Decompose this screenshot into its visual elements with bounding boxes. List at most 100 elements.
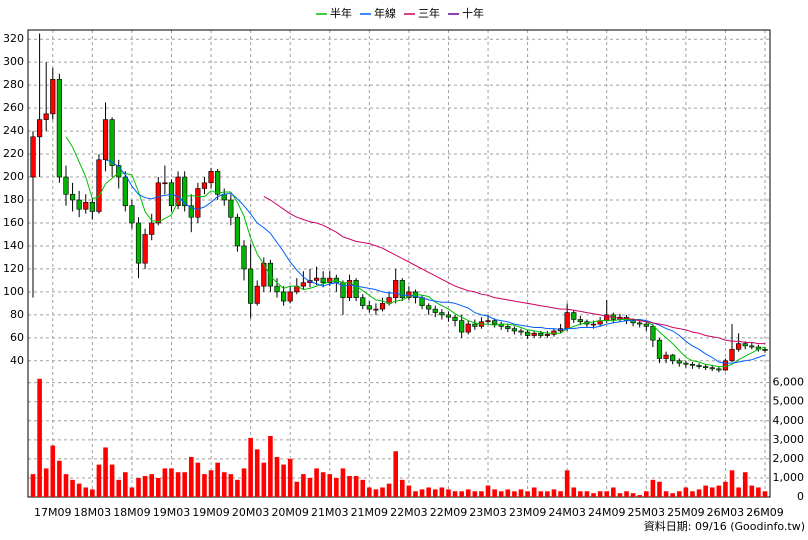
candle-body xyxy=(459,320,465,333)
volume-bar xyxy=(465,489,471,497)
candle-body xyxy=(452,316,458,321)
volume-bar xyxy=(360,479,366,497)
candle-body xyxy=(492,320,498,325)
plot-frame xyxy=(27,29,771,498)
candle-body xyxy=(241,245,247,270)
volume-bar xyxy=(709,487,715,497)
candle-body xyxy=(30,136,36,178)
y-tick-label: 120 xyxy=(3,262,24,275)
candle-body xyxy=(248,268,254,304)
x-tick-label: 23M03 xyxy=(469,506,507,519)
volume-bar xyxy=(175,472,181,497)
volume-bar xyxy=(129,487,135,497)
volume-bar xyxy=(149,474,155,497)
volume-bar xyxy=(228,474,234,497)
volume-bar xyxy=(320,472,326,497)
x-tick-label: 24M03 xyxy=(548,506,586,519)
volume-bar xyxy=(525,491,530,497)
volume-bar xyxy=(459,491,464,497)
legend-label: 三年 xyxy=(418,6,440,20)
candle-body xyxy=(524,331,531,336)
candle-body xyxy=(742,343,748,347)
y-tick-label: 60 xyxy=(10,331,24,344)
volume-bar xyxy=(426,487,431,497)
volume-bar xyxy=(169,468,174,497)
candle-body xyxy=(366,305,372,310)
volume-bar xyxy=(307,477,313,497)
candle-body xyxy=(709,367,715,370)
x-tick-label: 20M09 xyxy=(271,506,309,519)
volume-tick-label: 3,000 xyxy=(773,433,805,446)
volume-bar xyxy=(492,489,497,497)
volume-bar xyxy=(637,495,643,497)
candle-body xyxy=(228,199,234,218)
volume-bar xyxy=(756,487,761,497)
volume-bar xyxy=(413,491,418,497)
x-tick-label: 24M09 xyxy=(588,506,626,519)
volume-bar xyxy=(505,489,511,497)
volume-bar xyxy=(762,491,768,497)
y-tick-label: 300 xyxy=(3,55,24,68)
volume-tick-label: 4,000 xyxy=(773,414,805,427)
y-tick-label: 280 xyxy=(3,78,24,91)
candle-body xyxy=(109,119,115,166)
volume-bar xyxy=(736,487,741,497)
volume-bar xyxy=(696,489,702,497)
y-tick-label: 40 xyxy=(10,354,24,367)
candle-body xyxy=(749,345,755,348)
volume-bar xyxy=(419,489,425,497)
volume-bar xyxy=(393,451,399,497)
candle-body xyxy=(201,182,208,189)
candle-body xyxy=(182,176,188,207)
candle-body xyxy=(274,285,280,293)
candle-body xyxy=(215,170,221,195)
candle-body xyxy=(419,297,425,306)
candle-body xyxy=(637,322,643,325)
candle-body xyxy=(155,182,161,224)
candle-body xyxy=(426,305,432,310)
volume-bar xyxy=(558,491,563,497)
x-tick-label: 22M09 xyxy=(430,506,468,519)
x-tick-label: 26M03 xyxy=(707,506,745,519)
candle-body xyxy=(663,354,669,359)
candle-body xyxy=(175,176,181,207)
volume-bar xyxy=(83,487,89,497)
candle-body xyxy=(544,334,550,336)
volume-bar xyxy=(518,489,524,497)
candle-body xyxy=(142,234,148,264)
volume-bar xyxy=(76,483,82,497)
candle-body xyxy=(656,339,663,359)
volume-bar xyxy=(683,487,689,497)
volume-bar xyxy=(479,491,484,497)
candle-body xyxy=(129,205,135,224)
candle-body xyxy=(280,291,287,302)
volume-bar xyxy=(584,491,590,497)
volume-bar xyxy=(690,491,695,497)
volume-bar xyxy=(446,489,451,497)
candle-body xyxy=(564,312,570,329)
candle-body xyxy=(43,113,49,120)
candle-body xyxy=(162,182,168,185)
volume-bar xyxy=(43,468,49,497)
candle-body xyxy=(89,201,95,212)
candle-body xyxy=(313,277,320,281)
volume-bar xyxy=(347,476,352,497)
candle-body xyxy=(254,285,260,304)
candle-body xyxy=(360,297,366,306)
volume-bar xyxy=(57,460,62,497)
volume-bar xyxy=(624,491,629,497)
volume-bar xyxy=(301,474,306,497)
candle-body xyxy=(234,216,241,247)
candle-body xyxy=(379,303,386,310)
x-tick-label: 25M09 xyxy=(667,506,705,519)
candle-body xyxy=(135,222,142,264)
volume-bar xyxy=(452,491,458,497)
volume-bar xyxy=(676,491,682,497)
legend-label: 年線 xyxy=(374,6,396,20)
volume-bar xyxy=(630,493,636,497)
volume-bar xyxy=(208,470,214,497)
candle-body xyxy=(50,79,56,115)
volume-tick-label: 6,000 xyxy=(773,376,805,389)
candle-body xyxy=(116,165,122,178)
x-tick-label: 18M03 xyxy=(74,506,112,519)
